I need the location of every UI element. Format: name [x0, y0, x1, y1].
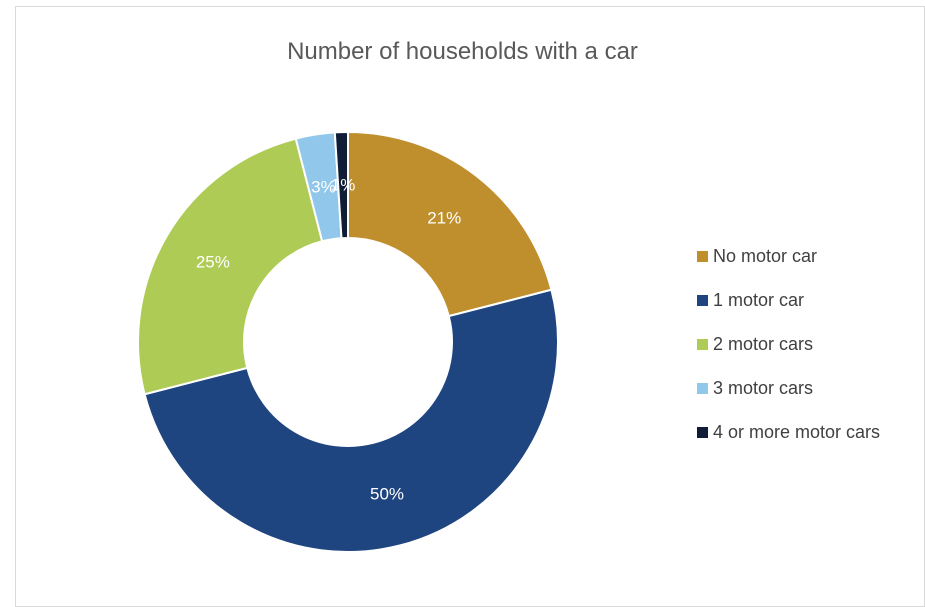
legend-swatch — [697, 250, 708, 262]
data-label-2-motor-cars: 25% — [196, 253, 230, 272]
legend-label: No motor car — [713, 245, 818, 266]
legend-item-4-or-more-motor-cars: 4 or more motor cars — [697, 421, 880, 443]
legend-swatch — [697, 338, 708, 350]
legend-swatch — [697, 382, 708, 394]
legend-label: 2 motor cars — [713, 333, 814, 354]
legend-label: 1 motor car — [713, 289, 805, 310]
data-label-1-motor-car: 50% — [370, 485, 404, 504]
data-label-3-motor-cars: 3% — [311, 177, 336, 196]
legend-swatch — [697, 294, 708, 306]
slice-4-or-more-motor-cars — [333, 130, 349, 240]
legend-label: 4 or more motor cars — [713, 421, 881, 442]
data-label-4-or-more-motor-cars: 1% — [331, 176, 356, 195]
legend-item-no-motor-car: No motor car — [697, 245, 880, 267]
legend-label: 3 motor cars — [713, 377, 814, 398]
data-label-no-motor-car: 21% — [427, 208, 461, 227]
legend-item-1-motor-car: 1 motor car — [697, 289, 880, 311]
slice-no-motor-car — [347, 130, 553, 318]
data-labels-layer: 21% 50% 25% 3%1% — [196, 176, 461, 504]
legend-swatch — [697, 426, 708, 438]
legend-item-3-motor-cars: 3 motor cars — [697, 377, 880, 399]
slice-2-motor-cars — [137, 137, 324, 396]
slices-layer — [137, 130, 559, 553]
slice-1-motor-car — [143, 288, 559, 553]
legend-item-2-motor-cars: 2 motor cars — [697, 333, 880, 355]
chart-title: Number of households with a car — [287, 38, 638, 65]
chart-legend: No motor car 1 motor car 2 motor cars 3 mot… — [697, 245, 880, 465]
